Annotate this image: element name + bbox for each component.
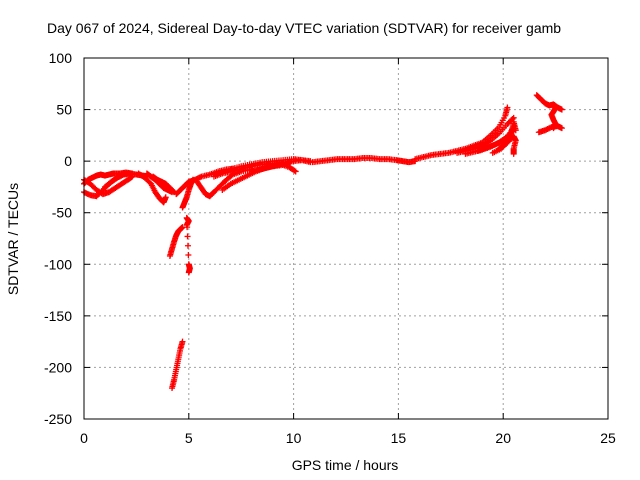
x-tick-label: 0	[80, 430, 88, 446]
series-arc-flat-1	[309, 155, 419, 166]
data-point-marker	[512, 127, 519, 134]
chart-title: Day 067 of 2024, Sidereal Day-to-day VTE…	[47, 20, 561, 36]
data-points	[81, 92, 565, 392]
y-tick-label: -150	[44, 308, 72, 324]
data-point-marker	[510, 150, 517, 157]
series-arc-late-6	[496, 118, 519, 152]
plot-frame	[83, 57, 609, 420]
x-axis-label: GPS time / hours	[292, 457, 399, 473]
data-point-marker	[162, 194, 169, 201]
x-tick-label: 15	[391, 430, 407, 446]
data-point-marker	[552, 104, 559, 111]
data-point-marker	[504, 104, 511, 111]
x-tick-label: 20	[495, 430, 511, 446]
y-tick-label: -250	[44, 411, 72, 427]
data-point-marker	[291, 167, 298, 174]
data-point-marker	[292, 168, 299, 175]
data-point-marker	[170, 188, 177, 195]
x-tick-label: 25	[600, 430, 616, 446]
data-point-marker	[184, 242, 191, 249]
series-arc-mid-5	[210, 160, 299, 180]
y-tick-label: 100	[49, 50, 73, 66]
data-point-marker	[558, 125, 565, 132]
data-point-marker	[509, 116, 516, 123]
y-tick-label: 50	[56, 102, 72, 118]
y-tick-label: -100	[44, 256, 72, 272]
series-arc-mid-drop-2	[179, 176, 196, 211]
data-point-marker	[185, 252, 192, 259]
data-point-marker	[183, 214, 190, 221]
axis-ticks: 0 5 10 15 20 25 -250 -200 -150 -100 -50 0 50 100	[44, 50, 616, 446]
series-arc-mid-drop-3	[183, 214, 193, 276]
data-point-marker	[185, 269, 192, 276]
series-arc-mid-drop-1	[166, 224, 186, 260]
series-arc-drop	[169, 338, 186, 392]
series-arc-late-2	[454, 114, 517, 156]
x-tick-label: 10	[286, 430, 302, 446]
series-arc-end-3	[548, 104, 559, 132]
y-tick-label: -200	[44, 359, 72, 375]
y-axis-label: SDTVAR / TECUs	[5, 183, 21, 295]
data-point-marker	[184, 233, 191, 240]
data-point-marker	[184, 224, 191, 231]
data-point-marker	[558, 106, 565, 113]
series-arc-early-7	[150, 173, 178, 196]
x-tick-label: 5	[185, 430, 193, 446]
series-arc-early-5	[135, 170, 169, 206]
series-arc-mid-6	[248, 157, 314, 175]
y-tick-label: 0	[64, 153, 72, 169]
y-tick-label: -50	[52, 205, 72, 221]
data-point-marker	[179, 338, 186, 345]
